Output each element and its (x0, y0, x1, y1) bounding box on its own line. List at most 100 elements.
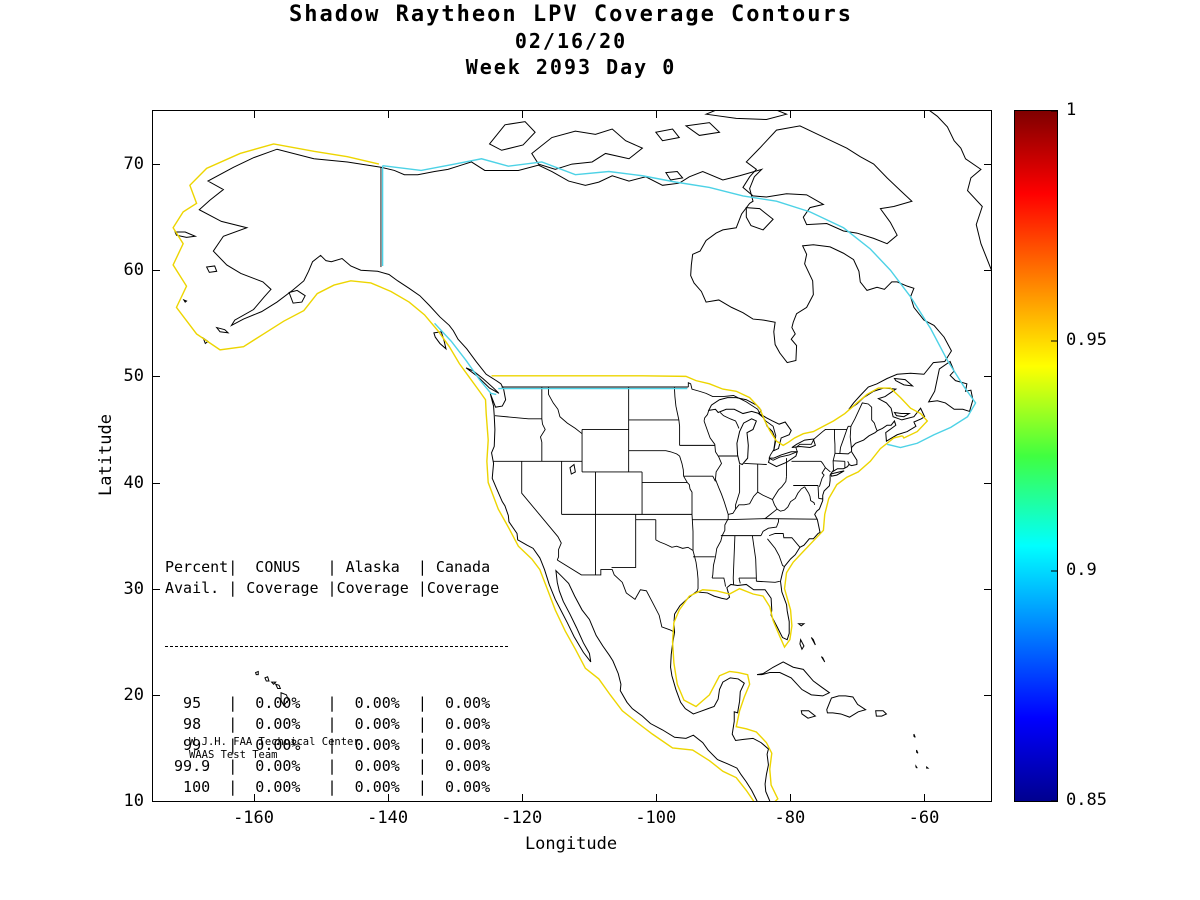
axis-tick (655, 794, 657, 801)
state-border (832, 429, 835, 471)
axis-tick (984, 482, 991, 484)
state-border (704, 421, 728, 578)
north-america-map (153, 111, 991, 801)
coverage-table-header: Avail. | Coverage |Coverage |Coverage (165, 579, 509, 597)
colorbar-labels: 1 0.95 0.9 0.85 (1066, 100, 1136, 810)
state-border (674, 387, 678, 420)
title-block: Shadow Raytheon LPV Coverage Contours 02… (152, 2, 990, 80)
state-border (720, 412, 739, 428)
island-outline (737, 419, 756, 465)
state-border (777, 487, 804, 511)
axis-tick (153, 694, 160, 696)
state-border (557, 560, 674, 632)
table-separator (165, 646, 509, 647)
island-outline (666, 172, 683, 180)
x-tick-label: -100 (635, 808, 677, 828)
island-outline (768, 452, 797, 467)
state-border (848, 461, 850, 464)
island-outline (256, 671, 259, 674)
island-outline (570, 464, 575, 474)
axis-tick (153, 270, 160, 272)
state-border (850, 426, 851, 449)
state-border (769, 533, 800, 547)
coverage-table-row: 98 | 0.00% | 0.00% | 0.00% (165, 715, 509, 733)
coverage-table-header: Percent| CONUS | Alaska | Canada (165, 558, 509, 576)
island-outline (914, 734, 915, 737)
island-outline (265, 677, 269, 681)
island-outline (821, 657, 824, 662)
state-border (629, 451, 680, 456)
state-border (728, 476, 786, 514)
state-border (684, 476, 716, 481)
axis-tick (984, 376, 991, 378)
coverage-table-row: 99 | 0.00% | 0.00% | 0.00% (165, 736, 509, 754)
state-border (833, 461, 844, 462)
island-outline (709, 398, 761, 414)
island-outline (207, 266, 217, 272)
x-tick-label: -60 (908, 808, 940, 828)
colorbar-tick (1051, 800, 1057, 802)
island-outline (757, 662, 829, 696)
axis-tick (789, 794, 791, 801)
island-outline (532, 129, 643, 169)
state-border (835, 452, 851, 454)
conus-coverage-contour (173, 144, 755, 801)
axis-tick (984, 164, 991, 166)
island-outline (801, 711, 815, 718)
y-tick-label: 50 (123, 366, 144, 387)
state-border (549, 387, 583, 434)
colorbar-tick-label: 0.95 (1066, 330, 1107, 350)
conus-coverage-contour (673, 436, 903, 801)
y-axis-label: Latitude (96, 414, 116, 496)
island-outline (743, 126, 912, 244)
island-outline (276, 684, 281, 688)
island-outline (917, 750, 918, 753)
island-outline (894, 379, 912, 386)
state-border (819, 461, 825, 486)
canada-coverage-contour (435, 323, 497, 394)
island-outline (272, 682, 276, 684)
coastline (927, 111, 991, 272)
state-border (688, 383, 877, 460)
colorbar-tick (1051, 110, 1057, 112)
state-border (712, 578, 725, 586)
state-border (656, 540, 693, 551)
island-outline (706, 111, 786, 119)
x-tick-label: -160 (233, 808, 275, 828)
coverage-table-header-block: Percent| CONUS | Alaska | Canada Avail. … (165, 557, 508, 599)
x-tick-label: -80 (774, 808, 806, 828)
x-axis-label: Longitude (524, 834, 618, 854)
axis-tick (153, 164, 160, 166)
axis-tick (521, 111, 523, 118)
state-border (825, 468, 830, 472)
credit-line2: WAAS Test Team (189, 749, 278, 761)
island-outline (827, 696, 866, 717)
state-border (704, 410, 709, 421)
island-outline (434, 332, 446, 349)
state-border (680, 456, 688, 483)
island-outline (876, 711, 887, 716)
island-outline (686, 123, 720, 136)
island-outline (175, 232, 195, 237)
state-border (540, 419, 545, 461)
axis-tick (253, 794, 255, 801)
coverage-table-row: 99.9 | 0.00% | 0.00% | 0.00% (165, 757, 509, 775)
colorbar-tick-label: 0.9 (1066, 560, 1097, 580)
plot-title: Shadow Raytheon LPV Coverage Contours (288, 2, 854, 27)
y-tick-label: 30 (123, 578, 144, 599)
x-tick-label: -120 (501, 808, 543, 828)
island-outline (490, 122, 536, 151)
island-outline (184, 300, 187, 302)
axis-tick (153, 376, 160, 378)
axis-tick (789, 111, 791, 118)
colorbar-tick-label: 1 (1066, 100, 1077, 120)
axis-tick (153, 482, 160, 484)
coastline (199, 149, 951, 801)
plot-date: 02/16/20 (514, 29, 628, 53)
axis-tick (923, 111, 925, 118)
state-border (818, 486, 819, 499)
colorbar-tick (1051, 570, 1057, 572)
island-outline (927, 767, 928, 768)
axis-tick (153, 588, 160, 590)
state-border (744, 463, 766, 464)
